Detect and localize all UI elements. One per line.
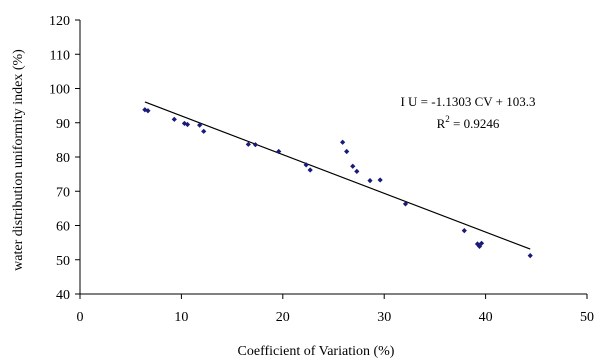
data-point xyxy=(350,163,356,169)
data-point xyxy=(184,121,191,128)
y-tick-label: 50 xyxy=(56,254,70,269)
y-axis-title: water distribution uniformity index (%) xyxy=(11,49,26,271)
data-point xyxy=(478,240,485,246)
data-point xyxy=(197,122,203,128)
y-tick-label: 120 xyxy=(49,14,70,29)
data-point xyxy=(354,168,360,174)
axes xyxy=(79,20,587,295)
data-point xyxy=(252,142,259,148)
data-point xyxy=(377,177,383,183)
data-point xyxy=(474,241,481,247)
data-point xyxy=(402,201,409,207)
y-tick-label: 90 xyxy=(56,117,70,132)
y-tick-label: 100 xyxy=(49,83,70,98)
y-tick-label: 110 xyxy=(50,48,70,63)
data-point xyxy=(201,128,207,134)
y-tick-label: 40 xyxy=(56,288,70,303)
data-point xyxy=(245,141,251,147)
r-squared-label: R2 = 0.9246 xyxy=(437,114,500,131)
y-tick-label: 60 xyxy=(56,220,70,235)
x-tick-label: 50 xyxy=(580,310,594,325)
x-tick-label: 0 xyxy=(77,310,84,325)
data-points xyxy=(142,107,533,259)
y-tick-label: 70 xyxy=(56,185,70,200)
y-ticks: 40 50 60 70 80 90 100 110 120 xyxy=(49,14,80,303)
data-point xyxy=(307,167,313,173)
data-point xyxy=(142,107,148,113)
data-point xyxy=(276,148,282,155)
data-point xyxy=(145,108,151,114)
data-point xyxy=(340,139,346,145)
r-squared-value: = 0.9246 xyxy=(450,116,500,131)
x-tick-label: 20 xyxy=(276,310,290,325)
x-tick-label: 10 xyxy=(174,310,188,325)
data-point xyxy=(303,162,309,168)
data-point xyxy=(344,148,350,155)
data-point xyxy=(461,228,467,234)
data-point xyxy=(367,178,373,184)
y-tick-label: 80 xyxy=(56,151,70,166)
trendline-equation: I U = -1.1303 CV + 103.3 xyxy=(400,94,535,109)
trendline xyxy=(144,101,531,250)
trendline-group xyxy=(144,101,531,250)
r-squared-superscript: 2 xyxy=(445,114,450,124)
r-squared-symbol: R xyxy=(437,116,446,131)
data-point xyxy=(171,116,177,122)
x-tick-label: 30 xyxy=(377,310,391,325)
x-tick-label: 40 xyxy=(479,310,493,325)
x-axis-title: Coefficient of Variation (%) xyxy=(238,344,395,359)
data-point xyxy=(527,253,533,259)
x-ticks: 0 10 20 30 40 50 xyxy=(77,294,594,325)
